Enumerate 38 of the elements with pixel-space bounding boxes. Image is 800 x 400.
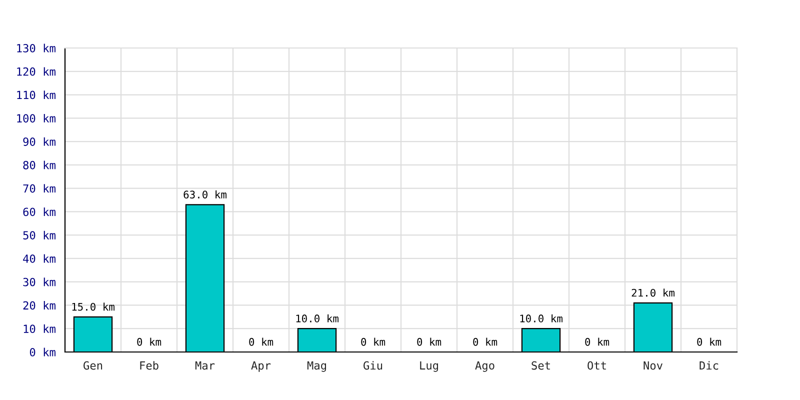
data-label: 63.0 km (184, 190, 226, 198)
x-tick-label: Ott (588, 361, 606, 370)
data-label: 0 km (473, 338, 498, 346)
y-tick-label: 30 km (23, 278, 56, 286)
data-label: 0 km (585, 338, 610, 346)
x-tick-label: Lug (420, 361, 438, 372)
y-tick-label: 10 km (24, 324, 56, 334)
x-tick-label: Giu (364, 361, 382, 370)
data-label: 15.0 km (72, 302, 114, 311)
y-tick-label: 80 km (23, 160, 56, 170)
y-tick-label: 50 km (23, 230, 56, 240)
data-label: 0 km (361, 338, 386, 346)
y-tick-label: 60 km (23, 208, 56, 216)
x-tick-label: Gen (84, 361, 102, 370)
data-label: 21.0 km (632, 288, 674, 297)
y-tick-label: 100 km (17, 114, 56, 123)
data-label: 10.0 km (296, 314, 338, 322)
data-label: 0 km (417, 338, 442, 346)
y-tick-label: 0 km (30, 348, 56, 356)
x-tick-label: Apr (251, 361, 271, 372)
data-label: 0 km (249, 338, 274, 346)
data-label: 10.0 km (520, 314, 562, 322)
x-tick-label: Mag (307, 361, 326, 372)
x-tick-label: Dic (700, 361, 718, 370)
y-tick-label: 70 km (23, 184, 56, 193)
x-tick-label: Set (532, 361, 550, 370)
x-tick-label: Feb (140, 361, 158, 370)
data-label: 0 km (137, 338, 162, 346)
y-tick-label: 90 km (23, 137, 56, 146)
y-tick-label: 130 km (17, 44, 56, 52)
data-label: 0 km (697, 338, 722, 346)
x-tick-label: Nov (644, 361, 662, 370)
y-tick-label: 110 km (17, 90, 56, 100)
y-tick-label: 40 km (23, 254, 56, 263)
x-tick-label: Mar (195, 361, 215, 370)
x-tick-label: Ago (475, 361, 494, 372)
y-tick-label: 20 km (23, 301, 56, 310)
y-tick-label: 120 km (17, 67, 56, 76)
